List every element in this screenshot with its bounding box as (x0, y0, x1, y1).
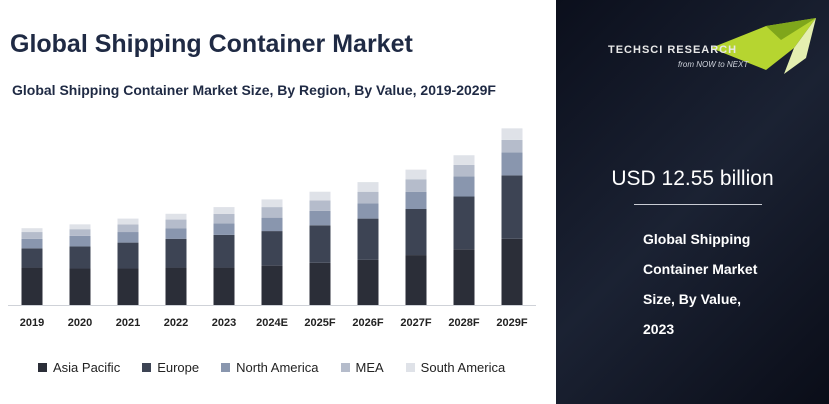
x-tick-label: 2029F (496, 317, 527, 329)
legend-item: Europe (142, 360, 199, 375)
bar-segment (357, 218, 379, 260)
bar-segment (69, 229, 91, 236)
bar-segment (21, 267, 43, 305)
x-tick-label: 2027F (400, 317, 431, 329)
bar-segment (213, 223, 235, 235)
bar-segment (213, 207, 235, 214)
info-panel: TECHSCI RESEARCH from NOW to NEXT USD 12… (556, 0, 829, 404)
bar-segment (405, 255, 427, 305)
bar-segment (213, 234, 235, 268)
page-title: Global Shipping Container Market (10, 30, 413, 58)
bar-segment (405, 179, 427, 192)
bar-segment (21, 228, 43, 233)
market-value: USD 12.55 billion (611, 167, 774, 190)
x-tick-label: 2023 (212, 317, 236, 329)
bar-segment (69, 246, 91, 269)
bar-segment (69, 235, 91, 247)
chart-panel: Global Shipping Container Market Global … (8, 30, 536, 375)
legend-swatch (340, 363, 350, 372)
bar-segment (309, 225, 331, 263)
description-line: Size, By Value, (643, 291, 742, 307)
bar-segment (117, 224, 139, 233)
description-line: Container Market (643, 261, 758, 277)
bar-segment (69, 268, 91, 305)
bar-segment (405, 169, 427, 180)
stacked-bar-chart: 2019 2020 2021 2022 2023 2024E 2025F 2026F 2027F… (8, 128, 536, 329)
brand-tagline: from NOW to NEXT (678, 60, 749, 69)
description-line: 2023 (643, 321, 675, 337)
bar-segment (309, 200, 331, 211)
bar-segment (309, 191, 331, 201)
bar-segment (165, 228, 187, 239)
bar-segment (117, 218, 139, 225)
bar-segment (213, 213, 235, 224)
bar-segment (357, 259, 379, 305)
chart-legend: Asia Pacific Europe North America MEA South … (38, 360, 527, 375)
bar-segment (117, 268, 139, 305)
bar-segment (261, 265, 283, 305)
legend-label: Asia Pacific (53, 360, 121, 375)
x-tick-label: 2020 (68, 317, 92, 329)
bar-segment (21, 232, 43, 239)
x-tick-label: 2026F (352, 317, 383, 329)
chevron-logo-icon (711, 18, 816, 74)
divider (634, 204, 762, 205)
bar-segment (69, 224, 91, 230)
x-tick-label: 2024E (256, 317, 288, 329)
legend-item: MEA (340, 360, 384, 375)
x-tick-label: 2019 (20, 317, 44, 329)
bar-segment (117, 242, 139, 269)
bar-segment (501, 175, 523, 239)
x-tick-label: 2021 (116, 317, 140, 329)
bar-segment (21, 248, 43, 268)
bar-segment (165, 267, 187, 305)
legend-label: MEA (355, 360, 384, 375)
bar-segment (357, 203, 379, 219)
legend-item: South America (405, 360, 506, 375)
bar-segment (453, 155, 475, 165)
x-tick-label: 2028F (448, 317, 479, 329)
chart-subtitle: Global Shipping Container Market Size, B… (12, 82, 496, 98)
description-line: Global Shipping (643, 231, 751, 247)
bar-segment (261, 207, 283, 218)
bar-segment (501, 139, 523, 153)
legend-label: North America (236, 360, 319, 375)
bar-segment (165, 213, 187, 220)
bar-segment (165, 238, 187, 268)
bar-segment (309, 210, 331, 226)
legend-item: Asia Pacific (38, 360, 120, 375)
bar-segment (261, 217, 283, 232)
bar-segment (453, 249, 475, 305)
bar-segment (501, 128, 523, 140)
legend-label: South America (420, 360, 506, 375)
bar-segment (261, 231, 283, 266)
bar-segment (21, 238, 43, 249)
x-tick-label: 2025F (304, 317, 335, 329)
bar-segment (453, 196, 475, 250)
legend-swatch (221, 363, 231, 372)
legend-swatch (405, 363, 415, 372)
bar-segment (309, 262, 331, 305)
bar-segment (453, 164, 475, 177)
bar-segment (357, 182, 379, 192)
bar-segment (357, 191, 379, 204)
bar-segment (117, 232, 139, 243)
bar-segment (501, 152, 523, 176)
legend-swatch (38, 363, 47, 372)
x-tick-label: 2022 (164, 317, 188, 329)
bar-segment (405, 191, 427, 209)
bar-segment (453, 176, 475, 197)
bar-segment (165, 219, 187, 229)
bar-segment (405, 209, 427, 256)
bar-segment (213, 267, 235, 305)
market-description: Global Shipping Container Market Size, B… (643, 224, 823, 344)
legend-item: North America (221, 360, 319, 375)
brand-name: TECHSCI RESEARCH (608, 44, 738, 56)
legend-label: Europe (157, 360, 200, 375)
bar-segment (261, 199, 283, 208)
bar-segment (501, 238, 523, 305)
legend-swatch (142, 363, 152, 372)
